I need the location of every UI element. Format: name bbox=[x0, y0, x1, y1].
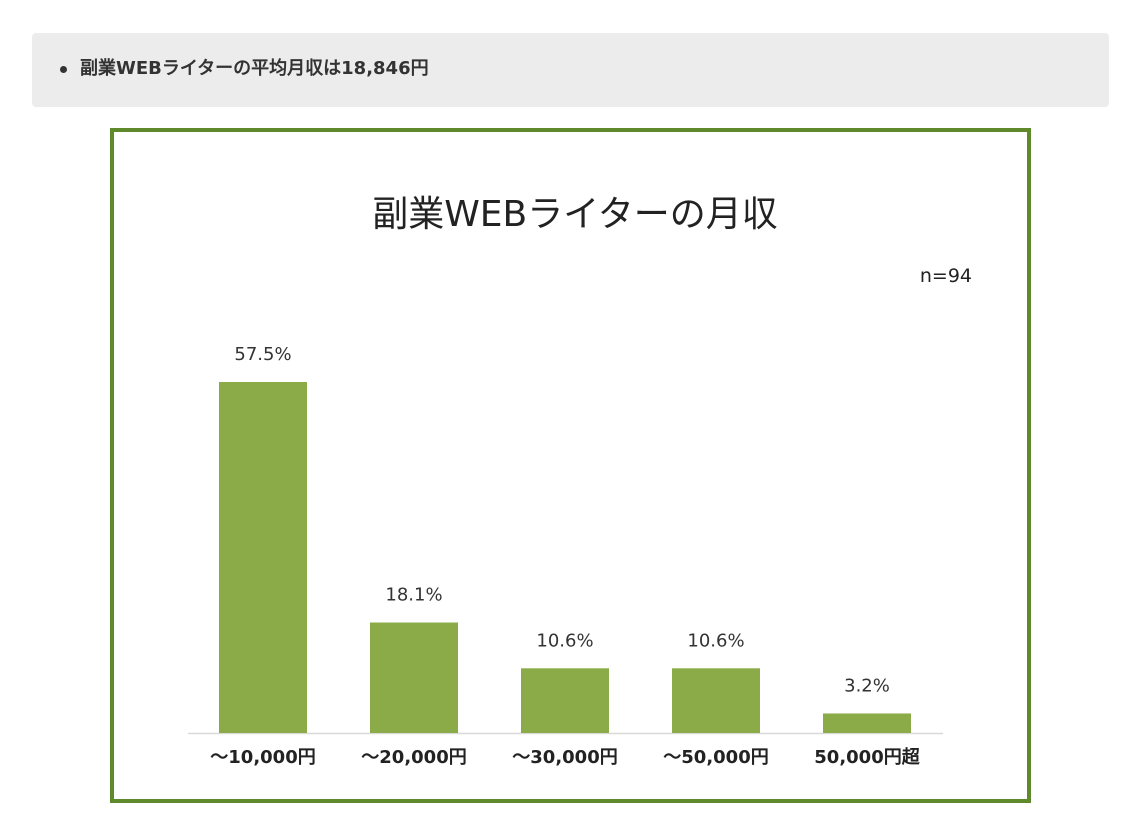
data-label: 10.6% bbox=[687, 630, 744, 651]
bullet-icon bbox=[60, 66, 67, 73]
category-label: ～50,000円 bbox=[663, 747, 768, 768]
category-label: ～20,000円 bbox=[361, 747, 466, 768]
bar bbox=[521, 668, 609, 733]
sample-size-note: n=94 bbox=[920, 265, 972, 287]
chart-title: 副業WEBライターの月収 bbox=[372, 194, 778, 235]
bars-group: 57.5% ～10,000円 18.1% ～20,000円 10.6% ～30,000円 1… bbox=[210, 344, 920, 768]
bar bbox=[672, 668, 760, 733]
category-label: 50,000円超 bbox=[814, 746, 920, 768]
category-label: ～30,000円 bbox=[512, 747, 617, 768]
data-label: 57.5% bbox=[234, 344, 291, 365]
data-label: 18.1% bbox=[385, 585, 442, 606]
category-label: ～10,000円 bbox=[210, 747, 315, 768]
bar bbox=[370, 622, 458, 733]
summary-box bbox=[32, 33, 1109, 107]
bar bbox=[219, 382, 307, 733]
summary-text: 副業WEBライターの平均月収は18,846円 bbox=[80, 58, 429, 79]
data-label: 10.6% bbox=[536, 630, 593, 651]
data-label: 3.2% bbox=[844, 675, 890, 696]
bar bbox=[823, 713, 911, 733]
